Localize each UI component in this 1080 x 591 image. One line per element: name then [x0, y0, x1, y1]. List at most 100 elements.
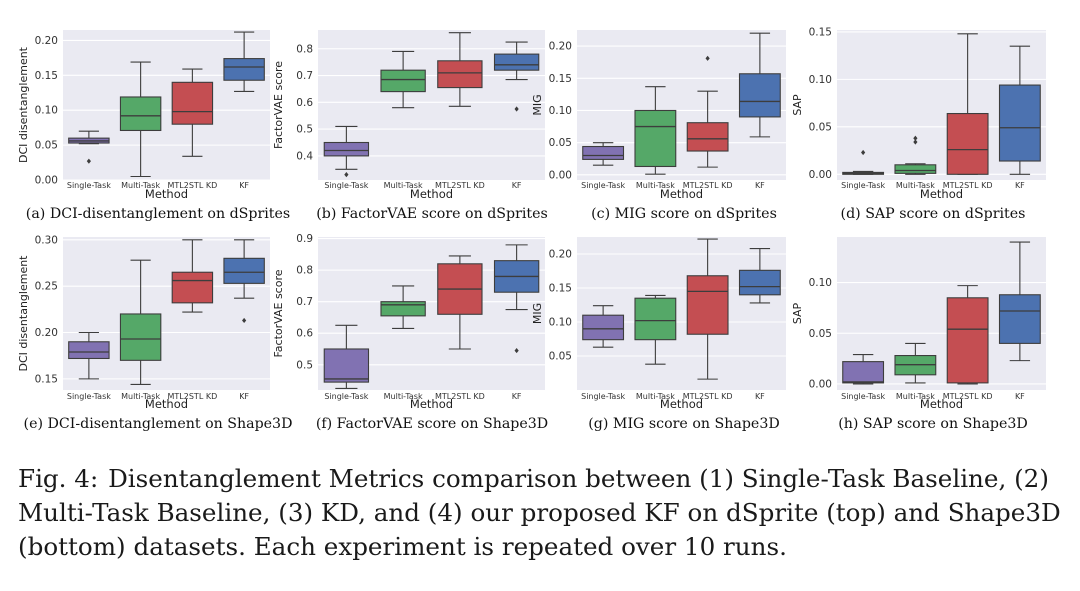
iqr-box: [946, 297, 989, 384]
x-axis-label: Method: [920, 397, 963, 411]
y-axis-label: FactorVAE score: [272, 61, 285, 149]
iqr-box: [223, 58, 265, 81]
outlier-point: [913, 139, 918, 145]
y-axis-label: MIG: [531, 303, 544, 324]
iqr-box: [171, 81, 214, 125]
chart-panel-f: 0.5 0.6 0.7 0.8 0.9 FactorVAE score Single-Tas…: [272, 233, 548, 432]
box-multi-task: [634, 86, 677, 175]
x-tick-label: MTL2STL KD: [435, 392, 485, 401]
y-tick-label: 0.4: [296, 150, 313, 162]
figure-panels: 0.00 0.05 0.10 0.15 0.20 DCI disentanglement S…: [17, 26, 1046, 432]
outlier-point: [705, 55, 710, 61]
y-tick-label: 0.15: [549, 283, 572, 295]
y-tick-label: 0.00: [35, 175, 58, 187]
iqr-box: [634, 109, 677, 168]
y-tick-label: 0.00: [809, 169, 832, 181]
iqr-box: [894, 164, 937, 174]
box-multi-task: [119, 259, 162, 385]
box-kf: [738, 248, 781, 304]
iqr-box: [998, 294, 1041, 344]
x-tick-label: Single-Task: [67, 181, 111, 190]
y-tick-label: 0.00: [549, 169, 572, 181]
caption-label: Fig. 4:: [18, 464, 99, 493]
y-axis-label: DCI disentanglement: [17, 255, 30, 372]
y-tick-label: 0.9: [296, 233, 313, 245]
outlier-point: [344, 172, 349, 178]
box-kf: [738, 32, 781, 138]
box-single-task: [68, 331, 110, 380]
x-tick-label: KF: [1015, 181, 1025, 190]
y-tick-label: 0.5: [296, 124, 313, 136]
x-tick-label: Multi-Task: [896, 181, 935, 190]
y-tick-label: 0.8: [296, 265, 313, 277]
x-tick-label: MTL2STL KD: [683, 181, 733, 190]
subfigure-caption: (b) FactorVAE score on dSprites: [316, 206, 548, 222]
x-tick-label: Single-Task: [841, 181, 885, 190]
box-kf: [223, 31, 265, 92]
iqr-box: [323, 141, 370, 157]
chart-panel-c: 0.00 0.05 0.10 0.15 0.20 MIG Single-Task Multi-…: [531, 30, 786, 222]
x-tick-label: MTL2STL KD: [168, 181, 218, 190]
box-mtl2stl-kd: [946, 285, 989, 385]
figure-caption: Fig. 4: Disentanglement Metrics comparis…: [18, 462, 1070, 564]
figure-svg: 0.00 0.05 0.10 0.15 0.20 DCI disentanglement S…: [17, 26, 1046, 432]
y-tick-label: 0.15: [549, 73, 572, 85]
y-tick-label: 0.5: [296, 359, 313, 371]
x-axis-label: Method: [145, 397, 188, 411]
outlier-point: [242, 317, 247, 324]
outlier-point: [514, 347, 519, 354]
box-kf: [493, 244, 540, 354]
plot-area: [63, 30, 270, 180]
chart-panel-e: 0.15 0.20 0.25 0.30 DCI disentanglement Singl…: [17, 234, 292, 432]
box-kf: [998, 241, 1041, 362]
chart-panel-a: 0.00 0.05 0.10 0.15 0.20 DCI disentanglement S…: [17, 30, 290, 222]
box-mtl2stl-kd: [171, 68, 214, 157]
outlier-point: [913, 135, 918, 141]
iqr-box: [323, 348, 370, 383]
y-tick-label: 0.8: [296, 43, 313, 55]
y-tick-label: 0.05: [549, 351, 572, 363]
box-single-task: [582, 142, 625, 166]
y-tick-label: 0.15: [35, 373, 58, 385]
chart-panel-g: 0.05 0.10 0.15 0.20 MIG Single-Task Multi-Task…: [531, 237, 786, 432]
x-tick-label: KF: [239, 181, 249, 190]
x-tick-label: KF: [755, 392, 765, 401]
y-tick-label: 0.05: [809, 121, 832, 133]
outlier-point: [514, 106, 519, 112]
x-tick-label: MTL2STL KD: [943, 181, 993, 190]
y-axis-label: SAP: [791, 302, 804, 324]
iqr-box: [582, 314, 625, 341]
iqr-box: [437, 60, 483, 89]
y-axis-label: FactorVAE score: [272, 269, 285, 357]
chart-panel-d: 0.00 0.05 0.10 0.15 SAP Single-Task Multi-Task…: [791, 26, 1046, 222]
box-single-task: [842, 353, 885, 385]
y-tick-label: 0.15: [35, 70, 58, 82]
y-tick-label: 0.20: [549, 249, 572, 261]
box-mtl2stl-kd: [171, 239, 214, 313]
subfigure-caption: (e) DCI-disentanglement on Shape3D: [24, 416, 293, 432]
iqr-box: [998, 84, 1041, 162]
box-multi-task: [634, 294, 677, 365]
iqr-box: [946, 112, 989, 175]
subfigure-caption: (c) MIG score on dSprites: [591, 206, 777, 222]
y-tick-label: 0.20: [549, 41, 572, 53]
subfigure-caption: (h) SAP score on Shape3D: [838, 416, 1028, 432]
y-axis-label: MIG: [531, 94, 544, 115]
box-kf: [998, 45, 1041, 175]
x-tick-label: Multi-Task: [636, 181, 675, 190]
y-tick-label: 0.10: [549, 105, 572, 117]
x-tick-label: MTL2STL KD: [168, 392, 218, 401]
outlier-point: [861, 149, 866, 156]
x-tick-label: Multi-Task: [384, 181, 423, 190]
y-tick-label: 0.10: [35, 105, 58, 117]
iqr-box: [223, 257, 265, 284]
y-tick-label: 0.00: [809, 378, 832, 390]
subfigure-caption: (g) MIG score on Shape3D: [588, 416, 779, 432]
x-tick-label: Multi-Task: [896, 392, 935, 401]
x-tick-label: MTL2STL KD: [683, 392, 733, 401]
x-tick-label: MTL2STL KD: [435, 181, 485, 190]
y-tick-label: 0.20: [35, 327, 58, 339]
box-mtl2stl-kd: [686, 238, 729, 380]
x-tick-label: Single-Task: [581, 181, 625, 190]
iqr-box: [380, 69, 426, 93]
